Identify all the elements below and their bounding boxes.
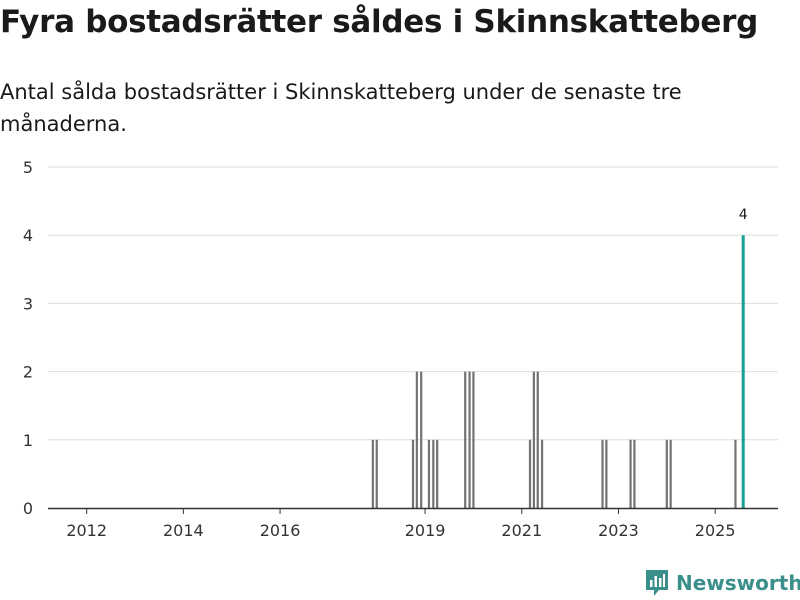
x-tick-label: 2021 xyxy=(501,521,542,540)
x-tick-label: 2023 xyxy=(598,521,639,540)
bars xyxy=(371,235,745,508)
y-tick-label: 3 xyxy=(23,294,33,313)
bar xyxy=(432,439,435,508)
bar xyxy=(605,439,608,508)
bar xyxy=(415,371,418,508)
bar xyxy=(669,439,672,508)
data-labels: 4 xyxy=(739,207,748,223)
bar-highlight-label: 4 xyxy=(739,207,748,223)
y-axis-ticks: 0 1 2 3 4 5 xyxy=(23,158,33,518)
bar xyxy=(665,439,668,508)
bar xyxy=(540,439,544,508)
x-tick-label: 2012 xyxy=(66,521,107,540)
y-tick-label: 4 xyxy=(23,226,33,245)
bar xyxy=(629,439,632,508)
brand-name: Newsworthy xyxy=(676,571,800,595)
x-tick-label: 2019 xyxy=(405,521,446,540)
bar xyxy=(375,439,378,508)
bar xyxy=(472,371,475,508)
chart-subtitle: Antal sålda bostadsrätter i Skinnskatteb… xyxy=(0,80,682,136)
bar xyxy=(536,371,539,508)
bar-highlight xyxy=(741,235,745,508)
x-axis-ticks: 2012 2014 2016 2019 2021 2023 2025 xyxy=(66,508,736,540)
x-tick-label: 2025 xyxy=(695,521,736,540)
bar xyxy=(468,371,471,508)
bar xyxy=(420,371,423,508)
bar xyxy=(633,439,636,508)
bar xyxy=(427,439,431,508)
y-tick-label: 2 xyxy=(23,363,33,382)
y-tick-label: 1 xyxy=(23,431,33,450)
x-tick-label: 2016 xyxy=(260,521,301,540)
newsworthy-chart-logo-icon xyxy=(646,570,668,596)
bar-chart: 0 1 2 3 4 5 2012 2014 2016 2019 2021 2023 2025 4 xyxy=(23,158,778,540)
y-tick-label: 0 xyxy=(23,499,33,518)
brand-logo: Newsworthy xyxy=(644,568,800,598)
bar xyxy=(532,371,535,508)
grid-lines xyxy=(48,166,778,441)
x-tick-label: 2014 xyxy=(163,521,204,540)
bar xyxy=(528,439,532,508)
bar xyxy=(436,439,439,508)
bar xyxy=(734,439,737,508)
chart-title: Fyra bostadsrätter såldes i Skinnskatteb… xyxy=(0,4,758,40)
bar xyxy=(371,439,374,508)
bar xyxy=(411,439,415,508)
bar xyxy=(464,371,467,508)
y-tick-label: 5 xyxy=(23,158,33,177)
bar xyxy=(601,439,604,508)
